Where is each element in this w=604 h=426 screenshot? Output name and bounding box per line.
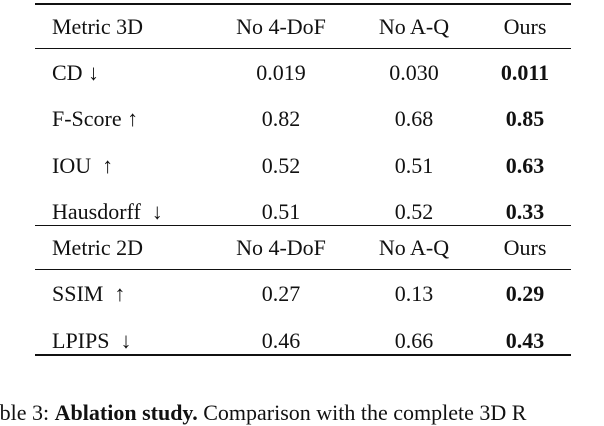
caption-bold: Ablation study. (54, 400, 198, 425)
table-cell: 0.68 (394, 106, 434, 132)
table-cell: 0.019 (256, 60, 306, 85)
table-cell: 0.43 (505, 327, 545, 353)
header-cell: Metric 3D (52, 14, 144, 39)
table-cell: 0.46 (261, 327, 301, 353)
header-cell: Metric 2D (52, 235, 144, 261)
header-cell: Ours (503, 235, 547, 261)
header-cell: Ours (503, 14, 547, 39)
table-cell: 0.011 (500, 60, 550, 85)
rule (35, 225, 571, 227)
table-cell: CD ↓ (52, 60, 100, 85)
rule (35, 269, 571, 271)
rule (35, 3, 571, 5)
table-cell: 0.030 (389, 60, 439, 85)
header-cell: No A-Q (378, 14, 450, 39)
table-cell: 0.52 (261, 152, 301, 178)
caption: Table 3: Ablation study. Comparison with… (0, 400, 526, 426)
table-cell: 0.33 (505, 198, 545, 224)
table-cell: LPIPS ↓ (52, 327, 132, 353)
table-cell: 0.85 (505, 106, 545, 132)
table-cell: 0.52 (394, 198, 434, 224)
table-cell: 0.82 (261, 106, 301, 132)
table-cell: Hausdorff ↓ (52, 198, 163, 224)
table-cell: 0.51 (394, 152, 434, 178)
table-cell: 0.51 (261, 198, 301, 224)
table-cell: 0.63 (505, 152, 545, 178)
table-cell: 0.29 (505, 281, 545, 307)
table-cell: 0.27 (261, 281, 301, 307)
header-cell: No 4-DoF (236, 14, 326, 39)
header-cell: No 4-DoF (236, 235, 326, 261)
table-cell: 0.13 (394, 281, 434, 307)
table-cell: F-Score ↑ (52, 106, 139, 132)
rule (35, 353, 571, 356)
table-cell: 0.66 (394, 327, 434, 353)
table-cell: IOU ↑ (52, 152, 114, 178)
header-cell: No A-Q (378, 235, 450, 261)
caption-text: Comparison with the complete 3D R (203, 400, 527, 425)
table-cell: SSIM ↑ (52, 281, 126, 307)
caption-label: Table 3: (0, 400, 50, 425)
rule (35, 48, 571, 49)
